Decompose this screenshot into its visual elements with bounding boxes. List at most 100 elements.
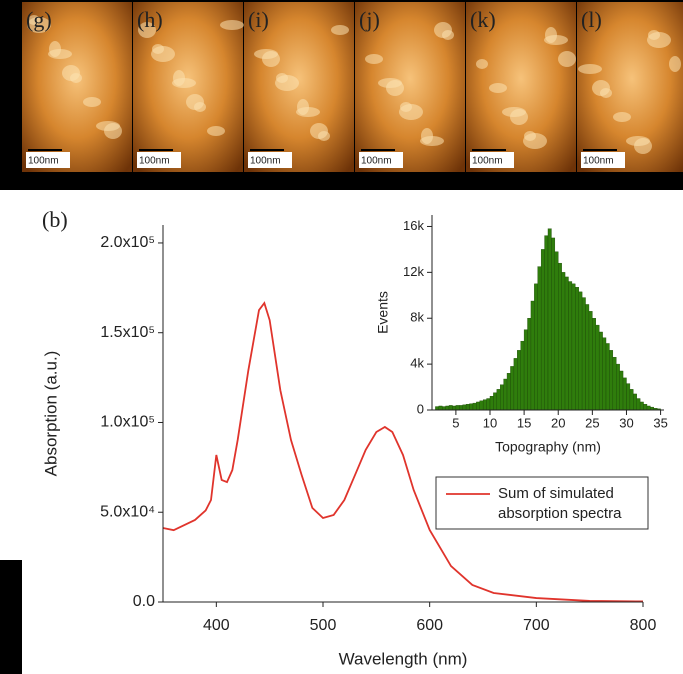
afm-grain	[558, 51, 576, 67]
x-tick-label: 600	[416, 617, 443, 634]
scale-bg	[137, 152, 181, 168]
bar	[442, 406, 446, 411]
bar	[435, 406, 440, 411]
afm-grain	[600, 88, 612, 98]
afm-grain	[399, 104, 423, 120]
edge-block	[0, 560, 22, 674]
afm-grain	[70, 73, 82, 83]
afm-grain	[442, 30, 454, 40]
panel-label: (k)	[470, 7, 496, 32]
scale-bg	[359, 152, 403, 168]
bar	[540, 249, 545, 411]
bar	[510, 366, 515, 411]
bar	[588, 311, 593, 411]
bar	[571, 283, 576, 411]
bar	[448, 405, 453, 411]
x-tick-label: 30	[619, 415, 633, 430]
bar	[513, 358, 518, 411]
bar	[445, 405, 450, 411]
bar	[503, 378, 508, 411]
y-tick-label: 2.0x10⁵	[100, 234, 155, 251]
legend-box	[435, 476, 649, 530]
bar	[479, 400, 484, 411]
afm-grain	[647, 32, 671, 48]
bar	[544, 235, 549, 411]
bar	[486, 398, 491, 411]
x-tick-label: 25	[585, 415, 599, 430]
y-tick-label: 0	[417, 401, 424, 416]
x-tick-label: 10	[483, 415, 497, 430]
bar	[558, 262, 562, 411]
bar	[592, 318, 596, 411]
bar	[527, 318, 532, 411]
bar	[500, 384, 504, 411]
bar	[537, 266, 542, 411]
y-axis-label: Events	[375, 291, 391, 334]
x-tick-label: 20	[551, 415, 565, 430]
panel-label: (i)	[248, 7, 269, 32]
y-tick-label: 1.0x10⁵	[100, 414, 155, 431]
y-tick-label: 4k	[410, 356, 424, 371]
bar	[581, 297, 586, 411]
panel-label: (j)	[359, 7, 380, 32]
bar	[472, 402, 477, 411]
x-axis-label: Topography (nm)	[495, 439, 601, 455]
afm-grain	[669, 56, 681, 72]
bar	[626, 383, 631, 411]
afm-grain	[262, 51, 280, 67]
legend-label: Sum of simulated absorption spectra	[498, 485, 622, 522]
afm-grain	[27, 17, 51, 33]
afm-grain	[331, 25, 349, 35]
bar	[643, 404, 648, 411]
panel-annotation: (b)	[42, 207, 68, 232]
bar	[609, 350, 614, 411]
afm-grain	[578, 64, 602, 74]
afm-grain	[220, 20, 244, 30]
afm-grain	[386, 80, 404, 96]
panel-label: (g)	[26, 7, 52, 32]
bar	[561, 272, 566, 411]
bar	[493, 392, 498, 411]
afm-grain	[138, 22, 156, 38]
bar	[602, 337, 607, 411]
x-tick-label: 400	[203, 617, 230, 634]
x-axis-label: Wavelength (nm)	[339, 649, 468, 668]
scale-bg	[470, 152, 514, 168]
scale-bg	[248, 152, 292, 168]
bar	[459, 405, 463, 411]
x-tick-label: 700	[523, 617, 550, 634]
scale-label: 100nm	[250, 156, 281, 167]
bar	[605, 343, 610, 411]
afm-grain	[613, 112, 631, 122]
afm-grain	[104, 123, 122, 139]
panel-label: (l)	[581, 7, 602, 32]
afm-image	[466, 2, 576, 172]
scale-label: 100nm	[28, 156, 59, 167]
bar	[585, 304, 590, 411]
afm-grain	[634, 138, 652, 154]
y-tick-label: 12k	[403, 264, 424, 279]
legend: Sum of simulated absorption spectra	[498, 484, 648, 524]
bar	[547, 228, 552, 411]
bar	[646, 405, 651, 411]
bar	[551, 237, 556, 411]
afm-row: (g) 100nm (h) 100nm (i) 100nm (j) 100nm (k) 100nm…	[22, 2, 683, 172]
bar	[639, 401, 644, 411]
bar	[612, 357, 617, 411]
bar	[506, 373, 511, 411]
scale-bg	[26, 152, 70, 168]
bar	[575, 287, 579, 411]
bar	[534, 283, 538, 411]
afm-grain	[544, 35, 568, 45]
y-tick-label: 5.0x10⁴	[100, 503, 155, 520]
x-tick-label: 500	[310, 617, 337, 634]
bar	[455, 405, 460, 411]
afm-grain	[172, 78, 196, 88]
afm-grain	[510, 109, 528, 125]
afm-grain	[489, 83, 507, 93]
scale-label: 100nm	[583, 156, 614, 167]
scale-label: 100nm	[139, 156, 170, 167]
bar	[452, 405, 457, 411]
